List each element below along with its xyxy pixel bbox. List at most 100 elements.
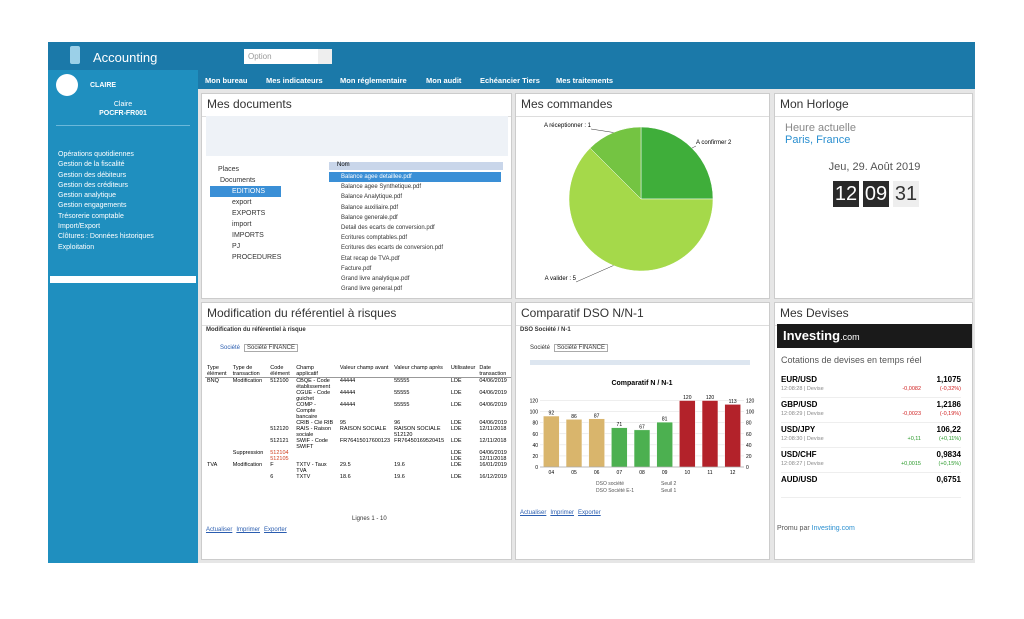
tree-item: Places xyxy=(218,166,240,173)
link[interactable]: Actualiser xyxy=(520,510,547,516)
x-tick-label: 09 xyxy=(662,470,668,476)
file[interactable]: Balance Analytique.pdf xyxy=(341,194,403,201)
toolbar xyxy=(206,116,508,156)
value-label: 120 xyxy=(706,395,715,401)
link[interactable]: Actualiser xyxy=(206,527,233,533)
menu-item[interactable]: Gestion de la fiscalité xyxy=(58,161,125,169)
row: Suppression 512104 LDE 04/06/2019 xyxy=(205,450,511,456)
tree-item: Documents xyxy=(220,177,256,184)
menu-item[interactable]: Gestion engagements xyxy=(58,202,127,210)
file[interactable]: Balance agee detaillee.pdf xyxy=(329,172,501,183)
legend-entry: DSO Société E-1 xyxy=(596,488,634,494)
tab[interactable]: Mon bureau xyxy=(205,76,248,85)
tree-item: PROCEDURES xyxy=(232,254,282,261)
tab[interactable]: Echéancier Tiers xyxy=(480,76,540,85)
cell-text: 55555 xyxy=(394,402,410,408)
cell-text: TXTV - Taux TVA xyxy=(296,462,327,474)
filter[interactable]: Société FINANCE xyxy=(244,344,299,352)
referentiel-panel: Modification du référentiel à risques Mo… xyxy=(201,302,512,560)
slider[interactable] xyxy=(530,360,750,365)
tab[interactable]: Mes traitements xyxy=(556,76,614,85)
menu-item[interactable]: Gestion analytique xyxy=(58,192,116,200)
file[interactable]: Balance agee Synthetique.pdf xyxy=(341,184,422,191)
subtitle: Modification du référentiel à risque xyxy=(206,327,306,333)
menu-item[interactable]: Import/Export xyxy=(58,223,101,231)
cell: 29.5 xyxy=(338,462,392,474)
file[interactable]: Grand livre general.pdf xyxy=(341,286,403,293)
link[interactable]: Exporter xyxy=(264,527,287,533)
file[interactable]: Ecritures des ecarts de conversion.pdf xyxy=(341,245,444,252)
menu-item[interactable]: Gestion des débiteurs xyxy=(58,171,127,179)
currency-field: 12:08:27 | Devise xyxy=(781,461,824,467)
link[interactable]: Imprimer xyxy=(236,527,261,533)
slice-label: A réceptionner : 1 xyxy=(544,123,592,129)
file[interactable]: Detail des ecarts de conversion.pdf xyxy=(341,225,435,232)
currency-field: EUR/USD xyxy=(781,375,818,384)
cell-text: 44444 xyxy=(339,390,356,396)
option-select[interactable]: Option xyxy=(244,49,332,64)
cell: 55555 xyxy=(392,378,449,391)
file[interactable]: Ecritures comptables.pdf xyxy=(341,235,408,242)
column-header: Valeur champ après xyxy=(392,365,449,378)
cell: LDE xyxy=(449,378,477,391)
commandes-panel: Mes commandes A confirmer 2 A valider : 5… xyxy=(515,93,770,299)
menu-item[interactable]: Gestion des créditeurs xyxy=(58,181,129,189)
cell: 18.6 xyxy=(338,474,392,480)
column-header: Champ applicatif xyxy=(294,365,338,378)
cell: 12/11/2018 xyxy=(477,426,511,438)
cell: 512104 xyxy=(268,450,294,456)
footer-text: Promu par xyxy=(777,525,810,532)
cell: 04/06/2019 xyxy=(477,390,511,402)
file[interactable]: Grand livre analytique.pdf xyxy=(341,276,410,283)
menu-item[interactable]: Trésorerie comptable xyxy=(58,212,124,220)
select-arrow[interactable] xyxy=(318,49,332,64)
menu-item[interactable]: Opérations quotidiennes xyxy=(58,151,134,158)
row: 6 TXTV 18.6 19.6 LDE 16/12/2019 xyxy=(205,474,511,480)
bar xyxy=(633,429,651,468)
row: COMP - Compte bancaire 44444 55555 LDE 04/06… xyxy=(205,402,511,420)
x-tick-label: 11 xyxy=(707,470,712,476)
cell: LDE xyxy=(449,390,477,402)
cell: Modification xyxy=(231,462,268,474)
cell: 95 xyxy=(338,420,392,426)
link[interactable]: Exporter xyxy=(578,510,601,516)
y2-tick-label: 120 xyxy=(746,399,755,405)
clock-label: Heure actuelle xyxy=(785,122,856,134)
x-tick-label: 05 xyxy=(571,470,577,476)
cell xyxy=(231,474,268,480)
tab[interactable]: Mon réglementaire xyxy=(340,76,407,85)
menu-item[interactable]: Clôtures : Données historiques xyxy=(58,233,154,241)
filter[interactable]: Société FINANCE xyxy=(554,344,609,352)
menu-item[interactable]: Exploitation xyxy=(58,243,95,251)
link[interactable]: Imprimer xyxy=(550,510,575,516)
slice-label: A valider : 5 xyxy=(545,276,577,282)
tree: Places Documents EDITIONS export EXPORTS impo… xyxy=(210,164,282,263)
tab[interactable]: Mon audit xyxy=(426,76,462,85)
file[interactable]: Etat recap de TVA.pdf xyxy=(341,255,400,262)
cell: TVA xyxy=(205,462,231,474)
documents-panel: Mes documents Places Documents EDITIONS exp… xyxy=(201,93,512,299)
file[interactable]: Balance generale.pdf xyxy=(341,214,398,221)
tab[interactable]: Mes indicateurs xyxy=(266,76,323,85)
user-code: POCFR-FR001 xyxy=(99,110,147,117)
cell-text: LDE xyxy=(450,462,462,468)
cell-text: Suppression xyxy=(232,450,264,456)
cell-text: F xyxy=(270,462,274,468)
cell-text: 19.6 xyxy=(394,474,405,480)
file[interactable]: Facture.pdf xyxy=(341,265,372,272)
footer-link[interactable]: Investing.com xyxy=(811,525,855,532)
currency-list: EUR/USD 1,1075 12:08:28 | Devise -0,0082 (-0… xyxy=(781,373,961,498)
cell: 96 xyxy=(392,420,449,426)
cell-text: 04/06/2019 xyxy=(479,390,507,396)
y-tick-label: 60 xyxy=(532,432,538,438)
value-label: 86 xyxy=(571,414,577,420)
file[interactable]: Balance auxiliaire.pdf xyxy=(341,204,399,211)
x-tick-label: 04 xyxy=(549,470,555,476)
cell: 04/06/2019 xyxy=(477,450,511,456)
currency-field: (+0,15%) xyxy=(938,461,961,467)
tree-item: PJ xyxy=(232,243,241,250)
cell: 44444 xyxy=(338,378,392,391)
y2-tick-label: 0 xyxy=(746,465,749,471)
cell-text: RAIS - Raison sociale xyxy=(296,426,332,438)
currency-field: USD/CHF xyxy=(781,450,817,459)
